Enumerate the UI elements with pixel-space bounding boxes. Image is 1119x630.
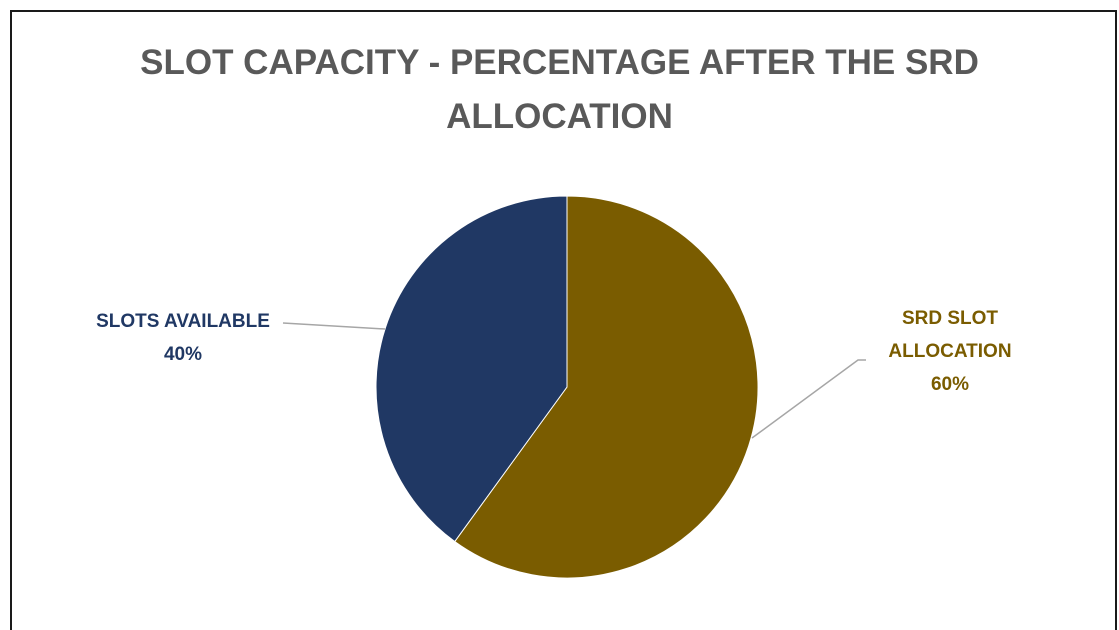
- chart-title: SLOT CAPACITY - PERCENTAGE AFTER THE SRD…: [0, 36, 1119, 144]
- label-srd-slot-allocation-value: 60%: [931, 374, 969, 395]
- chart-title-line-1: SLOT CAPACITY - PERCENTAGE AFTER THE SRD: [140, 43, 979, 82]
- pie-slice-slots-available: [375, 195, 568, 543]
- pie-slices: [375, 195, 759, 579]
- leader-line-slots-available: [282, 322, 386, 330]
- label-srd-slot-allocation-line-2: ALLOCATION: [888, 341, 1011, 362]
- pie-slice-srd-slot-allocation: [454, 195, 759, 579]
- label-slots-available-value: 40%: [164, 344, 202, 365]
- label-srd-slot-allocation: SRD SLOT ALLOCATION 60%: [888, 308, 1011, 395]
- label-slots-available-line-1: SLOTS AVAILABLE: [96, 311, 270, 332]
- chart-title-line-2: ALLOCATION: [446, 97, 673, 136]
- label-slots-available: SLOTS AVAILABLE 40%: [96, 311, 270, 365]
- leader-line-srd-slot-allocation: [751, 359, 866, 439]
- label-srd-slot-allocation-line-1: SRD SLOT: [902, 308, 998, 329]
